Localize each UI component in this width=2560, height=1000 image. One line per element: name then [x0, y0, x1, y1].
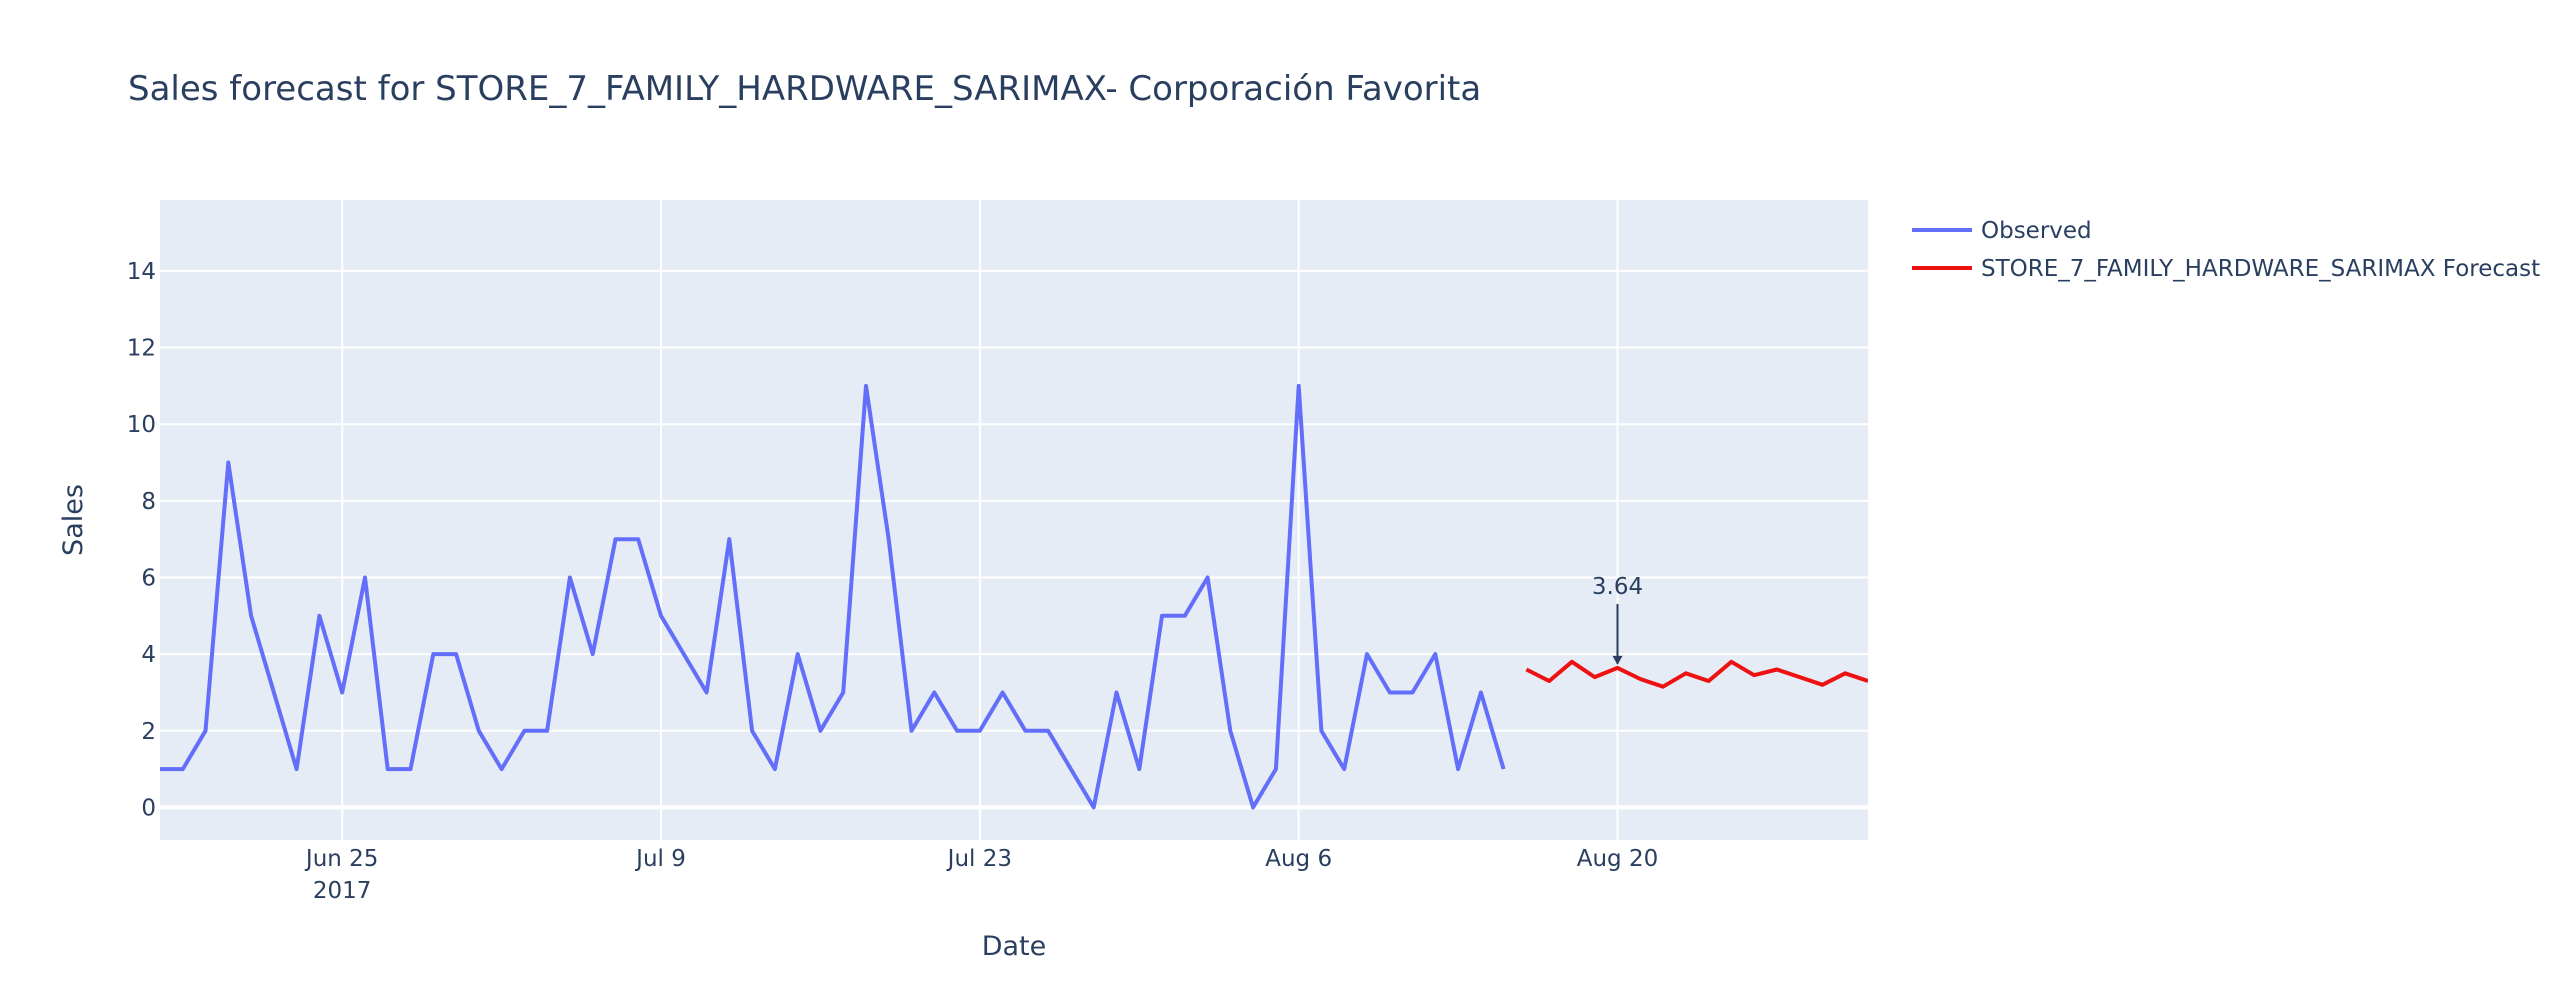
legend-item-label: STORE_7_FAMILY_HARDWARE_SARIMAX Forecast	[1981, 256, 2540, 282]
y-tick-label: 14	[127, 259, 156, 285]
annotation-arrowhead	[1612, 655, 1623, 665]
x-tick-label: Aug 6	[1265, 846, 1332, 872]
plot-background	[160, 200, 1868, 840]
x-tick-label: Jul 23	[946, 846, 1012, 872]
chart-title: Sales forecast for STORE_7_FAMILY_HARDWA…	[128, 69, 1481, 109]
series-line-1	[1525, 659, 1868, 689]
y-tick-label: 0	[141, 795, 156, 821]
y-tick-label: 8	[141, 489, 156, 515]
x-tick-labels: Jun 25 2017 Jul 9 Jul 23 Aug 6 Aug 20	[304, 846, 1658, 904]
x-tick-label: Jul 9	[634, 846, 686, 872]
x-gridlines	[341, 200, 1619, 840]
series-lines	[160, 383, 1868, 810]
annotation-label: 3.64	[1592, 574, 1643, 600]
x-tick-label: Aug 20	[1577, 846, 1659, 872]
series-line-0	[160, 383, 1506, 810]
y-tick-label: 2	[141, 719, 156, 745]
y-tick-label: 4	[141, 642, 156, 668]
y-tick-label: 10	[127, 412, 156, 438]
y-axis-title: Sales	[58, 484, 89, 556]
annotations: 3.64	[1592, 574, 1643, 665]
x-tick-sublabel: 2017	[313, 878, 372, 904]
legend[interactable]: Observed STORE_7_FAMILY_HARDWARE_SARIMAX …	[1912, 218, 2540, 282]
y-tick-label: 6	[141, 565, 156, 591]
x-axis-title: Date	[982, 931, 1047, 962]
y-tick-label: 12	[127, 336, 156, 362]
legend-item-label: Observed	[1981, 218, 2092, 244]
x-tick-label: Jun 25	[304, 846, 379, 872]
y-tick-labels: 0 2 4 6 8 10 12 14	[127, 259, 156, 822]
